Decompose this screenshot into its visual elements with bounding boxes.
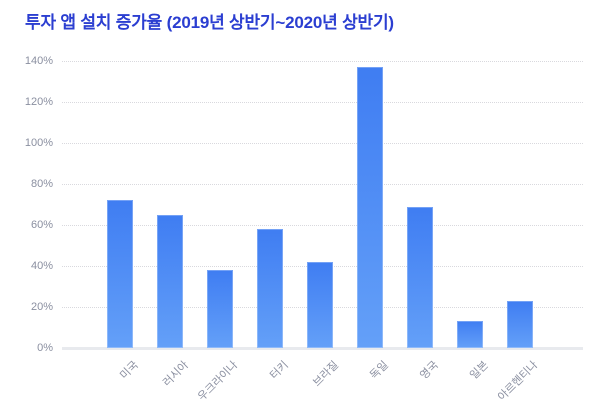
x-tick-label: 독일 xyxy=(367,359,391,382)
y-tick-label: 120% xyxy=(24,96,53,108)
bar-미국[interactable] xyxy=(107,200,133,348)
bar-독일[interactable] xyxy=(357,67,383,348)
bar-우크라이나[interactable] xyxy=(207,270,233,348)
x-tick-label: 일본 xyxy=(467,359,491,382)
y-tick-label: 40% xyxy=(30,260,53,272)
x-tick-label: 미국 xyxy=(117,359,141,382)
bar-브라질[interactable] xyxy=(307,261,333,348)
x-tick-label: 러시아 xyxy=(160,359,191,390)
bar-영국[interactable] xyxy=(407,206,433,348)
x-axis-line xyxy=(62,347,583,350)
x-tick-label: 브라질 xyxy=(310,359,341,390)
x-tick-label: 터키 xyxy=(267,359,291,382)
gridline xyxy=(62,143,583,144)
y-tick-label: 140% xyxy=(24,55,53,67)
gridline xyxy=(62,225,583,226)
gridline xyxy=(62,102,583,103)
x-tick-label: 아르헨티나 xyxy=(496,359,541,404)
y-tick-label: 0% xyxy=(37,342,53,354)
plot-area: 0% 20% 40% 60% 80% 100% 120% 140% 미국 러시아 우크라이나 터키 브라… xyxy=(25,55,583,403)
bar-러시아[interactable] xyxy=(157,214,183,348)
y-tick-label: 60% xyxy=(30,219,53,231)
gridline xyxy=(62,61,583,62)
bar-터키[interactable] xyxy=(257,229,283,348)
y-tick-label: 20% xyxy=(30,301,53,313)
bar-일본[interactable] xyxy=(457,321,483,348)
x-tick-label: 우크라이나 xyxy=(196,359,241,404)
y-tick-label: 80% xyxy=(30,178,53,190)
y-tick-label: 100% xyxy=(24,137,53,149)
gridline xyxy=(62,184,583,185)
bar-아르헨티나[interactable] xyxy=(507,300,533,348)
chart-title: 투자 앱 설치 증가율 (2019년 상반기~2020년 상반기) xyxy=(25,13,394,32)
x-tick-label: 영국 xyxy=(417,359,441,382)
